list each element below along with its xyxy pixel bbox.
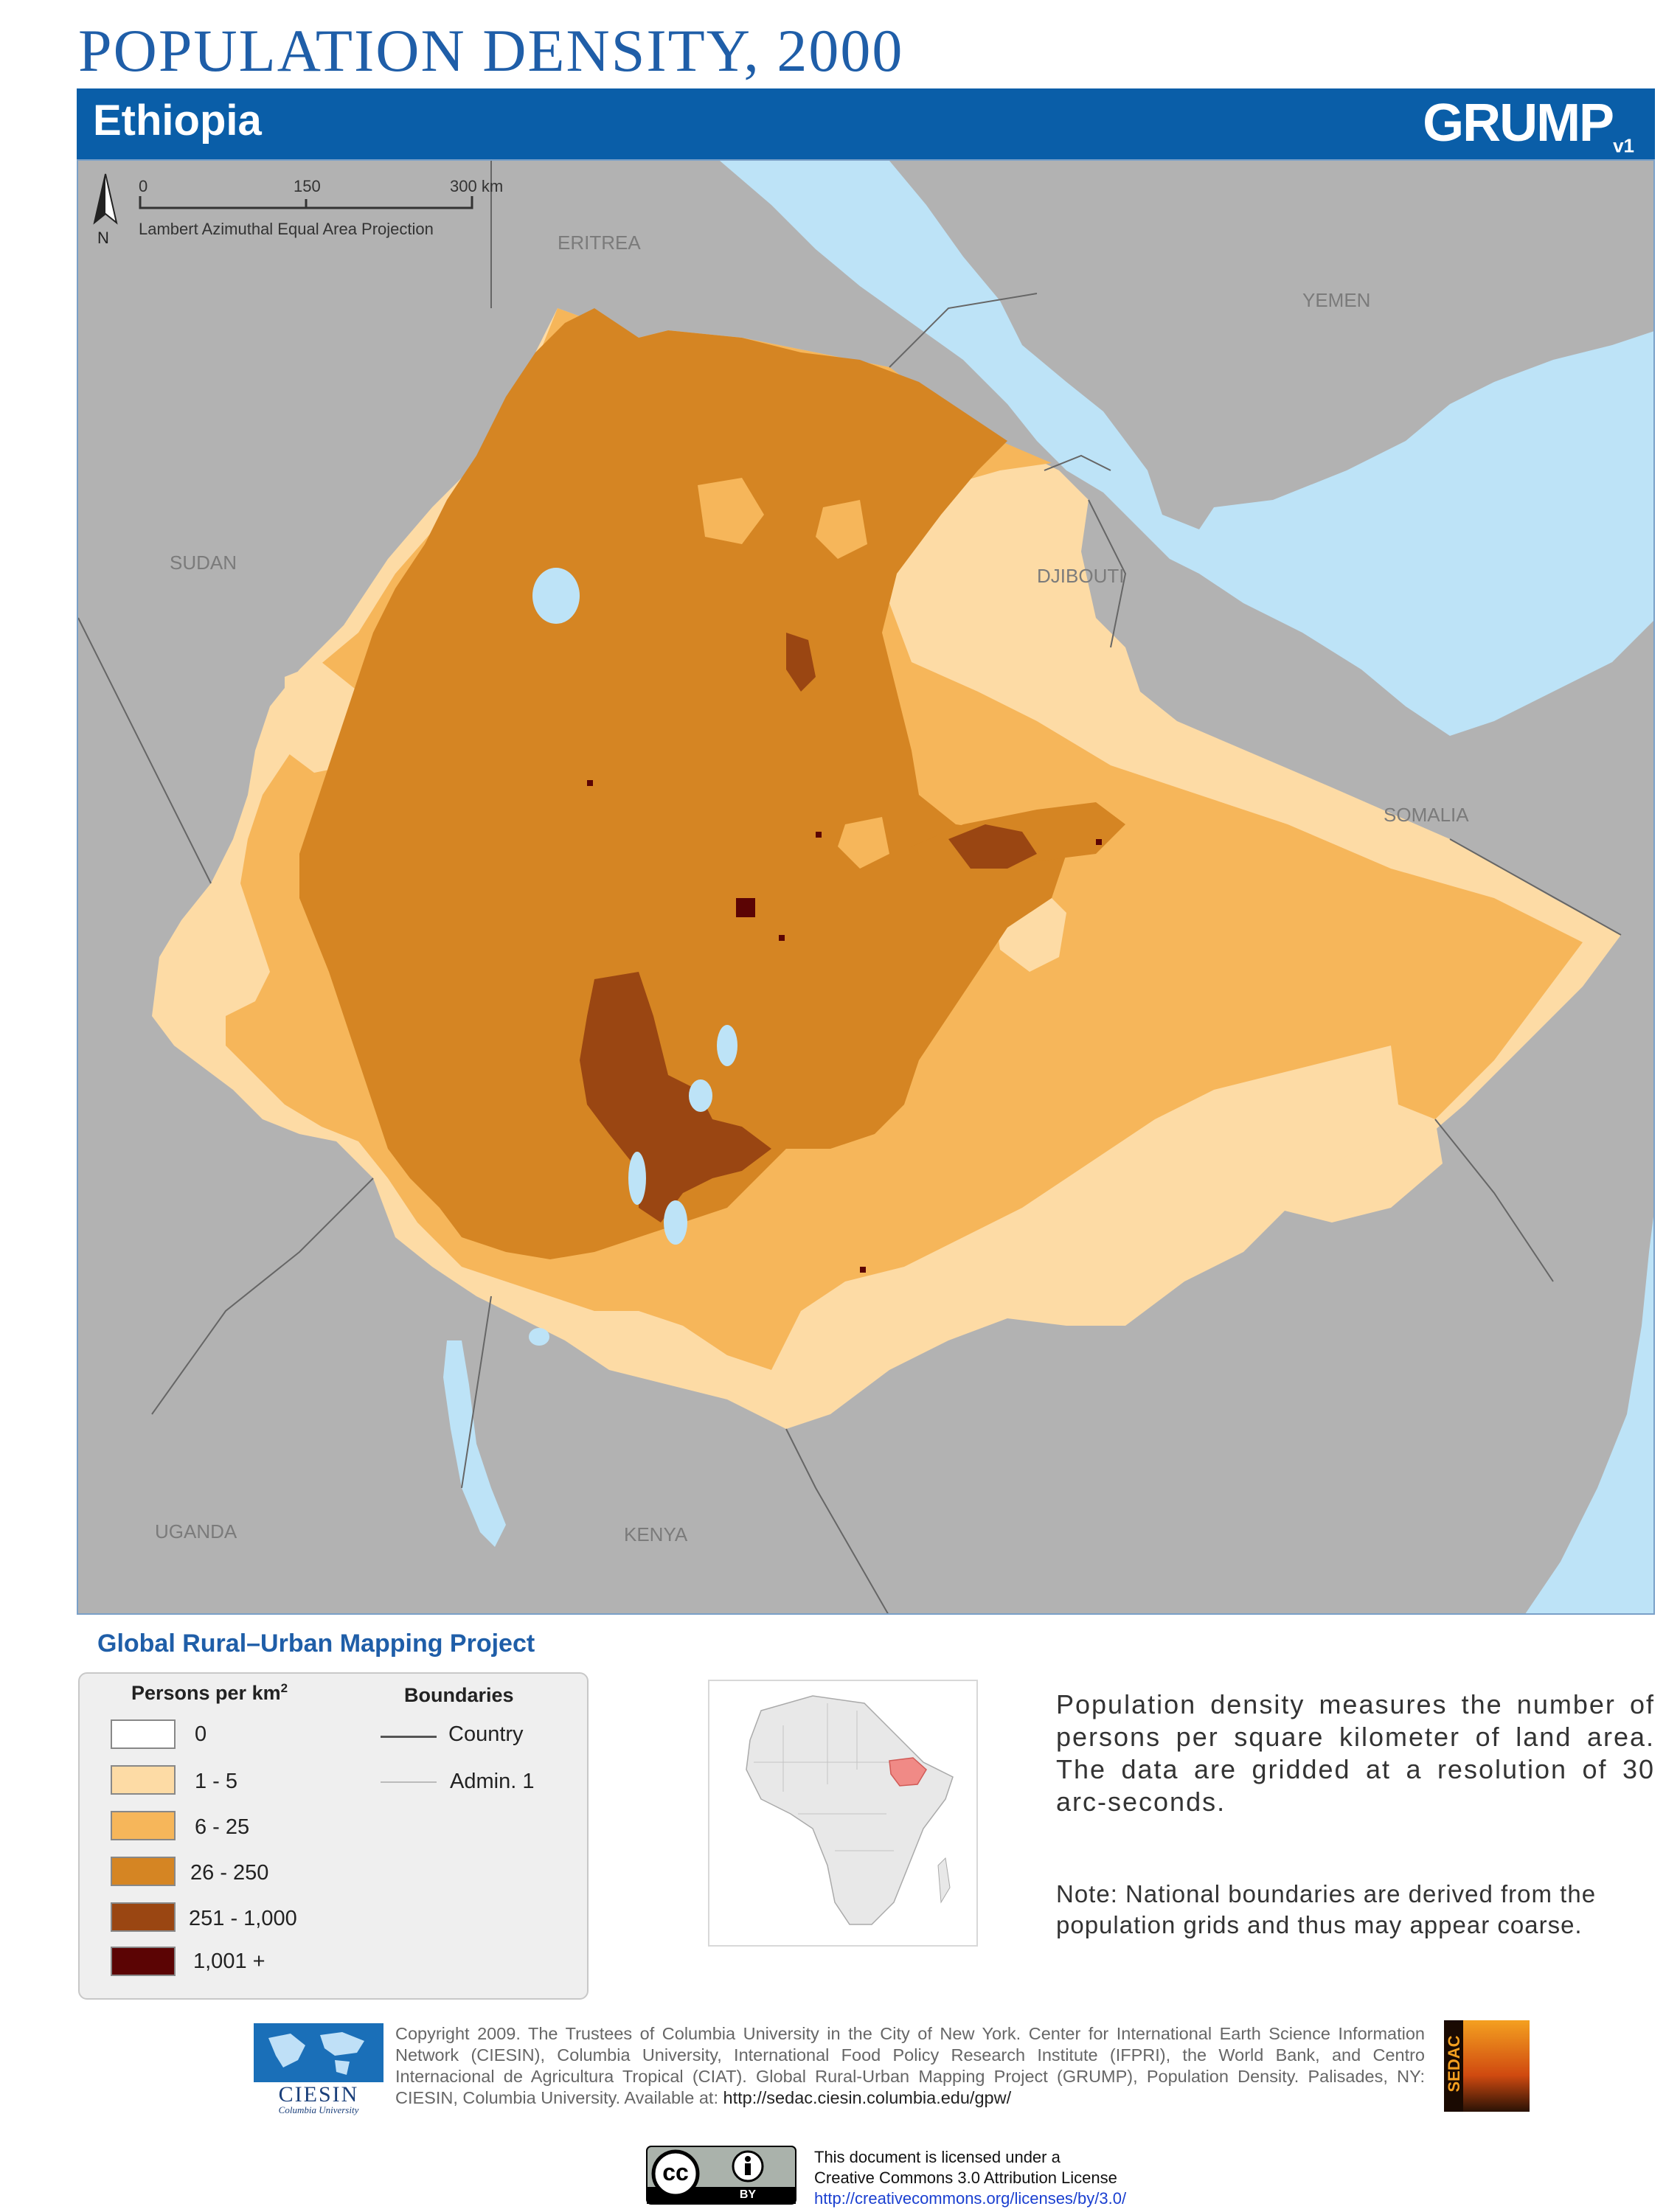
boundary-line-admin1 <box>381 1781 437 1783</box>
label-somalia: SOMALIA <box>1384 804 1469 826</box>
projection-label: Lambert Azimuthal Equal Area Projection <box>139 220 434 238</box>
label-eritrea: ERITREA <box>558 232 641 254</box>
ethiopia-26-250 <box>299 308 1066 1259</box>
ethiopia-1-5-patch-ne <box>897 470 1052 603</box>
density-map[interactable]: N 0 150 300 km Lambert Azimuthal Equal A… <box>77 159 1655 1615</box>
swatch-label-251-1000: 251 - 1,000 <box>189 1907 297 1930</box>
lake-abaya <box>664 1200 687 1245</box>
ciesin-subtitle: Columbia University <box>278 2104 359 2115</box>
ciesin-logo: CIESIN Columbia University <box>254 2023 383 2115</box>
map-canvas <box>78 161 1653 1613</box>
world-map-icon <box>254 2023 383 2082</box>
cc-label: cc <box>662 2159 689 2185</box>
legend: Persons per km2 Boundaries 0 1 - 5 6 - 2… <box>78 1672 589 2000</box>
by-label: BY <box>739 2188 757 2201</box>
license-line-1: This document is licensed under a <box>814 2148 1061 2166</box>
north-arrow-icon <box>93 173 118 225</box>
swatch-1001-plus <box>111 1947 176 1976</box>
ethiopia-1-5-patch-se <box>1258 1119 1443 1222</box>
scale-bar-graphic <box>139 196 473 209</box>
scale-tick-150: 150 <box>294 177 321 195</box>
swatch-251-1000 <box>111 1902 176 1932</box>
label-djibouti: DJIBOUTI <box>1037 565 1125 587</box>
ethiopia-251-1000-tana <box>786 633 816 692</box>
label-uganda: UGANDA <box>155 1520 237 1543</box>
license-text: This document is licensed under a Creati… <box>814 2147 1126 2209</box>
swatch-label-6-25: 6 - 25 <box>195 1815 250 1839</box>
cc-by-badge[interactable]: cc BY <box>646 2146 796 2205</box>
label-kenya: KENYA <box>624 1523 688 1545</box>
indian-ocean <box>1525 1217 1653 1613</box>
swatch-label-26-250: 26 - 250 <box>190 1861 269 1885</box>
lake-rift-2 <box>689 1079 712 1112</box>
swatch-1-5 <box>111 1765 176 1795</box>
sedac-wordmark: SEDAC <box>1445 2035 1463 2093</box>
country-boundaries <box>78 161 1622 1613</box>
ciesin-wordmark: CIESIN <box>278 2082 359 2107</box>
africa-locator-map <box>708 1680 978 1947</box>
density-legend-title-sup: 2 <box>280 1681 288 1695</box>
copyright-url[interactable]: http://sedac.ciesin.columbia.edu/gpw/ <box>723 2088 1012 2107</box>
swatch-label-1-5: 1 - 5 <box>195 1770 238 1793</box>
swatch-0 <box>111 1719 176 1749</box>
city-dot-4 <box>860 1267 866 1273</box>
lake-rift-3 <box>628 1152 646 1205</box>
boundary-line-country <box>381 1736 437 1738</box>
city-dot-1 <box>1096 839 1102 845</box>
description-text: Population density measures the number o… <box>1056 1689 1655 1817</box>
highland-patch-2 <box>816 500 867 559</box>
page-title: POPULATION DENSITY, 2000 <box>78 17 904 84</box>
label-yemen: YEMEN <box>1302 289 1371 311</box>
sedac-logo-graphic <box>1444 2020 1530 2112</box>
scale-tick-0: 0 <box>139 177 148 195</box>
red-sea <box>720 161 1653 736</box>
africa-locator-graphic <box>746 1695 954 1925</box>
license-line-2: Creative Commons 3.0 Attribution License <box>814 2168 1117 2187</box>
boundary-label-country: Country <box>448 1722 524 1746</box>
copyright-text: Copyright 2009. The Trustees of Columbia… <box>395 2023 1425 2109</box>
copyright-body: Copyright 2009. The Trustees of Columbia… <box>395 2024 1425 2107</box>
license-link[interactable]: http://creativecommons.org/licenses/by/3… <box>814 2189 1127 2208</box>
city-dot-3 <box>587 780 593 786</box>
grump-logo: GRUMPv1 <box>1423 93 1634 157</box>
lake-tana <box>532 568 580 624</box>
density-legend-title: Persons per km2 <box>131 1681 288 1705</box>
north-arrow: N <box>87 171 124 247</box>
swatch-label-0: 0 <box>195 1722 207 1746</box>
scale-tick-300: 300 km <box>450 177 504 195</box>
cc-badge-graphic <box>646 2146 796 2205</box>
swatch-6-25 <box>111 1811 176 1840</box>
north-label: N <box>97 229 109 247</box>
project-title: Global Rural–Urban Mapping Project <box>97 1630 535 1658</box>
city-dot-5 <box>779 935 785 941</box>
grump-version: v1 <box>1613 134 1634 157</box>
lake-rift-1 <box>717 1025 737 1066</box>
boundary-note: Note: National boundaries are derived fr… <box>1056 1880 1597 1938</box>
highland-patch-3 <box>838 817 889 869</box>
city-dot-2 <box>816 832 822 838</box>
grump-logo-name: GRUMP <box>1423 94 1614 153</box>
swatch-label-1001-plus: 1,001 + <box>193 1950 265 1973</box>
highland-patch-1 <box>698 478 764 544</box>
lake-chew-bahir <box>529 1328 549 1346</box>
label-sudan: SUDAN <box>170 552 237 574</box>
ethiopia-251-1000-east <box>948 824 1037 869</box>
swatch-26-250 <box>111 1857 176 1886</box>
boundary-label-admin1: Admin. 1 <box>450 1770 535 1793</box>
sedac-logo: SEDAC <box>1444 2020 1530 2112</box>
boundaries-legend-title: Boundaries <box>404 1684 514 1706</box>
ethiopia-251-1000-core <box>580 972 771 1222</box>
city-addis-ababa <box>736 898 755 917</box>
density-legend-title-text: Persons per km <box>131 1682 281 1704</box>
header-bar: Ethiopia GRUMPv1 <box>77 88 1655 159</box>
lake-turkana <box>443 1340 506 1547</box>
country-name: Ethiopia <box>93 97 262 145</box>
